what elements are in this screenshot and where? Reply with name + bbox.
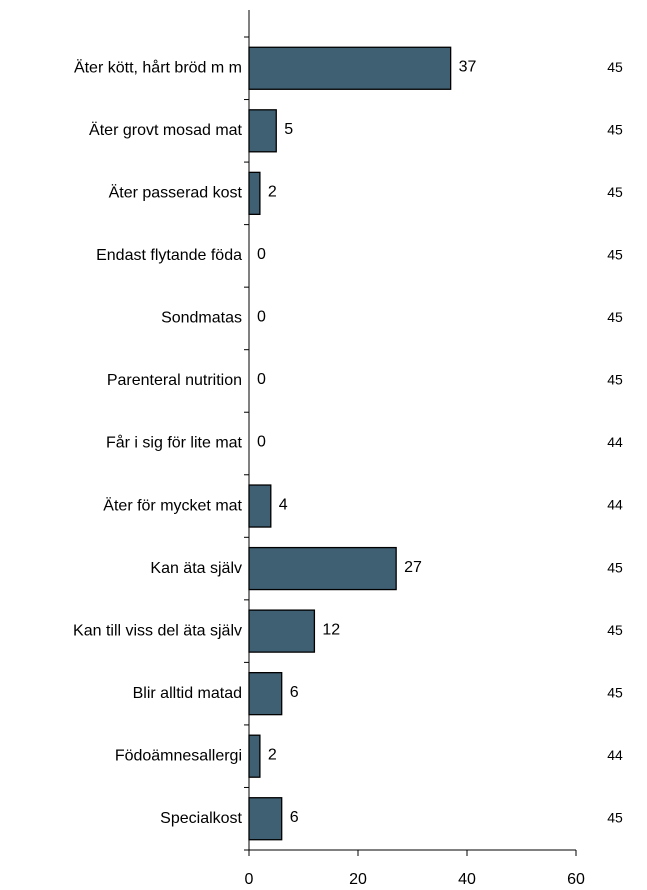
n-label: 45 <box>607 622 623 638</box>
n-label: 45 <box>607 184 623 200</box>
value-label: 4 <box>279 496 288 513</box>
y-tick-label: Kan äta själv <box>150 560 242 577</box>
n-label: 45 <box>607 309 623 325</box>
value-label: 37 <box>459 58 477 75</box>
n-label: 44 <box>607 747 623 763</box>
value-label: 0 <box>257 246 266 263</box>
value-label: 2 <box>268 746 277 763</box>
bar <box>248 546 397 591</box>
y-tick-label: Äter grovt mosad mat <box>89 121 243 139</box>
bar <box>248 609 316 653</box>
n-label: 44 <box>607 434 623 450</box>
y-tick-label: Äter kött, hårt bröd m m <box>74 58 242 76</box>
n-label: 45 <box>607 809 623 825</box>
y-tick-label: Äter för mycket mat <box>103 496 242 514</box>
bar <box>248 734 261 778</box>
n-label: 45 <box>607 59 623 75</box>
value-label: 0 <box>257 309 266 326</box>
value-label: 5 <box>284 121 293 138</box>
y-tick-label: Sondmatas <box>161 310 242 327</box>
bar <box>248 797 283 841</box>
bar <box>248 484 272 528</box>
y-tick-label: Födoämnesallergi <box>115 747 242 764</box>
value-label: 2 <box>268 184 277 201</box>
value-label: 0 <box>257 434 266 451</box>
n-label: 45 <box>607 559 623 575</box>
y-tick-label: Kan till viss del äta själv <box>73 622 242 639</box>
value-label: 27 <box>404 559 422 576</box>
y-tick-label: Endast flytande föda <box>96 247 242 264</box>
n-label: 44 <box>607 497 623 513</box>
bar <box>248 109 277 153</box>
value-label: 6 <box>290 809 299 826</box>
y-tick-label: Blir alltid matad <box>133 685 242 702</box>
x-tick-label: 20 <box>349 871 367 888</box>
value-label: 6 <box>290 684 299 701</box>
n-label: 45 <box>607 247 623 263</box>
x-tick-label: 60 <box>567 871 585 888</box>
x-tick-label: 40 <box>458 871 476 888</box>
y-tick-label: Specialkost <box>160 810 242 827</box>
n-label: 45 <box>607 372 623 388</box>
y-tick-label: Får i sig för lite mat <box>106 434 243 452</box>
y-tick-label: Parenteral nutrition <box>107 372 242 389</box>
bar <box>248 672 283 716</box>
value-label: 12 <box>322 621 340 638</box>
value-label: 0 <box>257 371 266 388</box>
y-tick-label: Äter passerad kost <box>109 184 243 202</box>
n-label: 45 <box>607 122 623 138</box>
n-label: 45 <box>607 684 623 700</box>
bar <box>248 46 452 90</box>
bar <box>248 171 261 215</box>
x-tick-label: 0 <box>245 871 254 888</box>
